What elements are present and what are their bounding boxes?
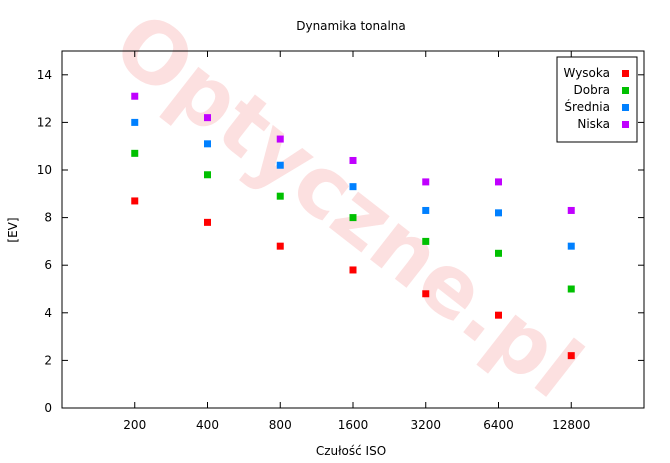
y-tick-label: 10 (37, 163, 52, 177)
data-point-wysoka (495, 311, 502, 319)
data-point-niska (422, 178, 430, 186)
y-axis: 0 2 4 6 8 10 12 14 (37, 68, 644, 415)
y-tick-label: 6 (44, 258, 52, 272)
legend-swatch (622, 104, 629, 111)
x-tick-label: 3200 (410, 418, 441, 432)
y-tick-label: 2 (44, 353, 52, 367)
x-axis: 200 400 800 1600 3200 6400 12800 (123, 51, 590, 432)
legend-label: Wysoka (564, 66, 610, 80)
data-point-dobra (422, 237, 430, 245)
legend-label: Dobra (574, 83, 611, 97)
y-tick-label: 8 (44, 211, 52, 225)
data-point-dobra (495, 249, 502, 257)
data-point-wysoka (422, 290, 430, 298)
x-tick-label: 6400 (483, 418, 514, 432)
data-point-niska (131, 92, 139, 100)
legend: Wysoka Dobra Średnia Niska (556, 56, 638, 143)
data-point-dobra (204, 171, 211, 179)
data-point-dobra (276, 192, 284, 200)
data-point-niska (495, 178, 502, 186)
watermark-text: Optyczne.pl (96, 0, 600, 417)
data-point-średnia (204, 140, 211, 148)
data-point-niska (276, 135, 284, 143)
data-point-średnia (422, 206, 430, 214)
data-point-dobra (567, 285, 575, 293)
data-point-wysoka (276, 242, 284, 250)
data-point-średnia (495, 209, 502, 217)
data-point-niska (349, 156, 357, 164)
legend-swatch (622, 87, 629, 94)
y-axis-title: [EV] (6, 217, 20, 242)
x-axis-title: Czułość ISO (316, 444, 386, 458)
x-tick-label: 800 (269, 418, 292, 432)
data-point-dobra (349, 214, 357, 222)
watermark-layer: Optyczne.pl (96, 0, 600, 417)
x-tick-label: 1600 (338, 418, 369, 432)
legend-swatch (622, 70, 629, 77)
y-tick-label: 12 (37, 115, 52, 129)
data-point-niska (204, 114, 211, 122)
x-tick-label: 12800 (552, 418, 590, 432)
data-point-średnia (349, 183, 357, 191)
y-tick-label: 0 (44, 401, 52, 415)
chart-title: Dynamika tonalna (296, 19, 406, 33)
data-points (131, 92, 575, 360)
data-point-wysoka (204, 218, 211, 226)
data-point-średnia (276, 161, 284, 169)
data-point-średnia (131, 118, 139, 126)
data-point-wysoka (567, 352, 575, 360)
legend-swatch (622, 121, 629, 128)
data-point-dobra (131, 149, 139, 157)
data-point-niska (567, 206, 575, 214)
legend-label: Średnia (564, 99, 610, 114)
x-tick-label: 400 (196, 418, 219, 432)
x-tick-label: 200 (123, 418, 146, 432)
data-point-wysoka (349, 266, 357, 274)
data-point-średnia (567, 242, 575, 250)
y-tick-label: 14 (37, 68, 52, 82)
legend-label: Niska (577, 117, 610, 131)
data-point-wysoka (131, 197, 139, 205)
y-tick-label: 4 (44, 306, 52, 320)
